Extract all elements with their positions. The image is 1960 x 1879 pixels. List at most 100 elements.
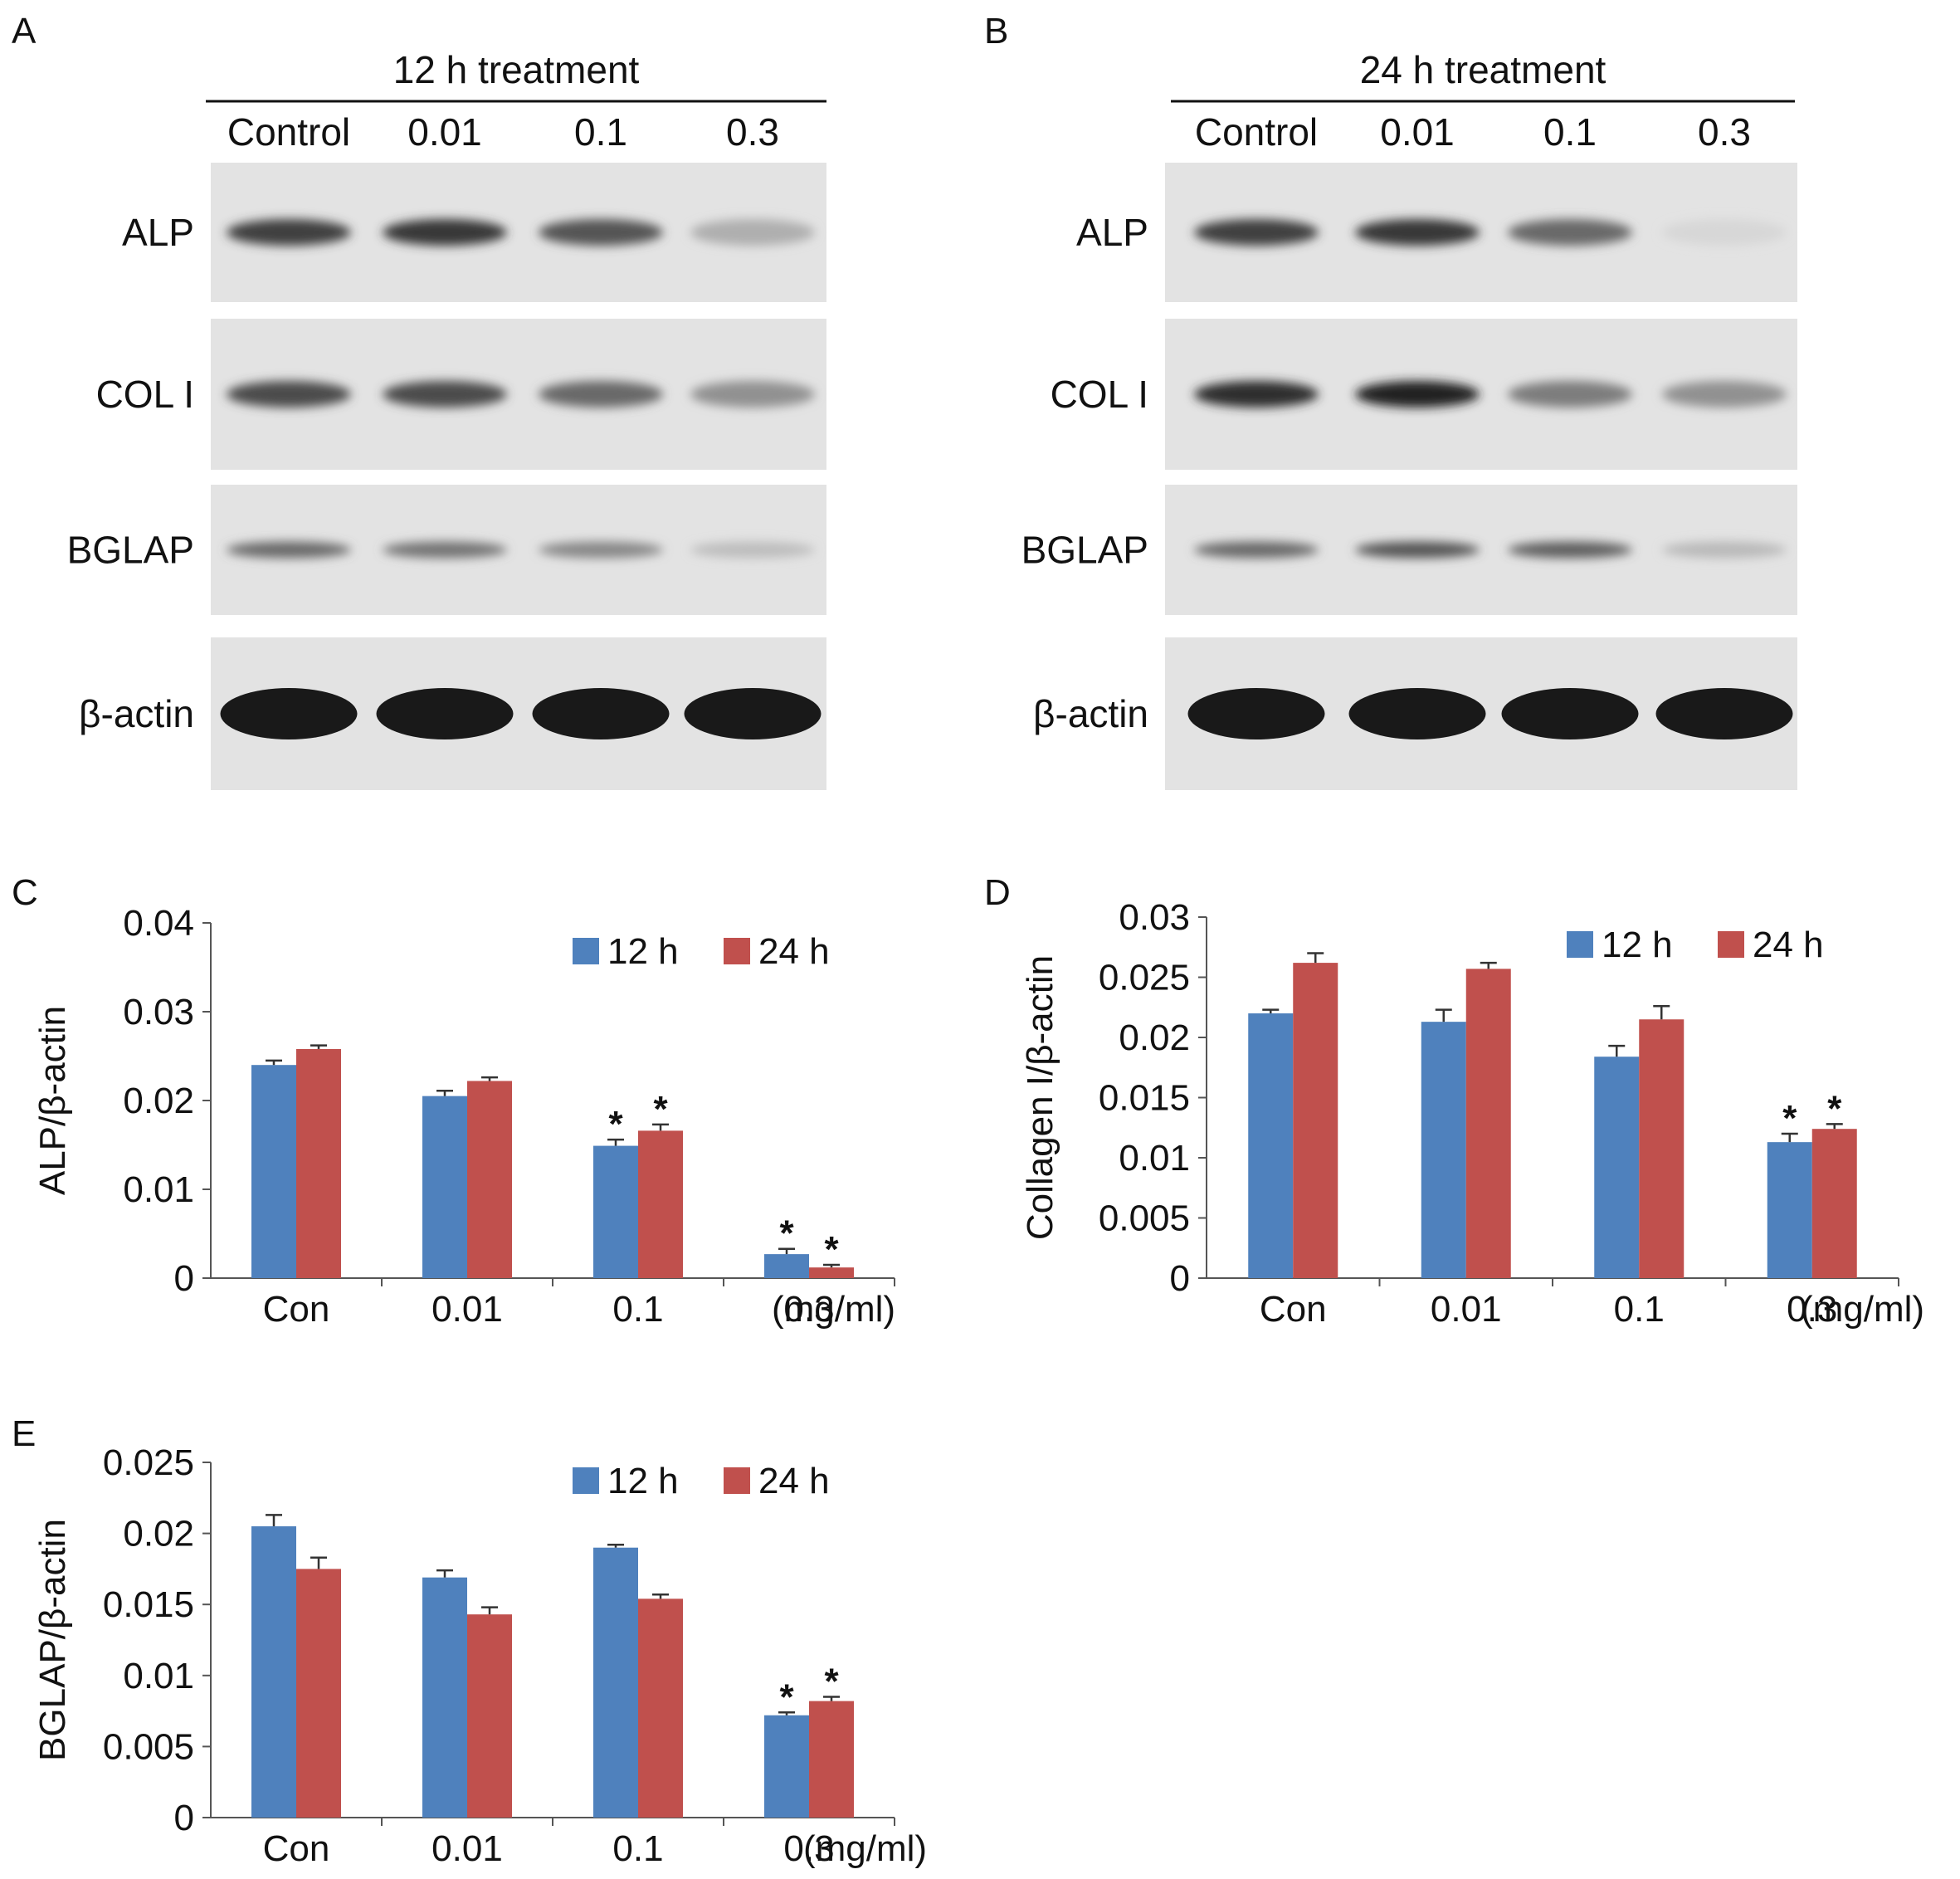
y-tick-label: 0.015 — [103, 1584, 194, 1625]
protein-label: β-actin — [79, 692, 194, 735]
blot-band — [1355, 381, 1480, 408]
y-tick-label: 0.02 — [1119, 1018, 1190, 1058]
blot-panel-a: A 12 h treatment Control 0.01 0.1 0.3 ALP COL I… — [12, 11, 826, 790]
significance-marker: * — [1782, 1098, 1797, 1139]
x-tick-label: 0.3 — [783, 1828, 834, 1869]
y-tick-label: 0.015 — [1099, 1078, 1190, 1119]
y-tick-label: 0.01 — [123, 1656, 194, 1696]
bar — [422, 1096, 467, 1278]
bar-chart-d: D 0 0.005 0.01 0.015 0.02 0.025 0.03 Collagen I/… — [984, 872, 1924, 1330]
bar — [1594, 1057, 1640, 1278]
blot-band — [1662, 381, 1787, 408]
bar — [296, 1569, 341, 1818]
legend-swatch — [1567, 931, 1593, 958]
bar — [593, 1145, 638, 1278]
bar — [638, 1130, 683, 1278]
x-unit-label: (mg/ml) — [803, 1828, 927, 1869]
significance-marker: * — [1827, 1088, 1842, 1129]
blot-band — [227, 381, 351, 408]
bar — [1811, 1129, 1857, 1278]
legend-label: 24 h — [758, 1461, 830, 1501]
bar — [1248, 1013, 1294, 1278]
bar — [467, 1081, 512, 1278]
panel-letter: B — [984, 11, 1008, 51]
blot-band — [220, 688, 358, 739]
y-tick-label: 0.03 — [1119, 897, 1190, 938]
blot-header: 12 h treatment — [393, 48, 640, 91]
y-tick-label: 0 — [1170, 1258, 1190, 1299]
blot-row-1: COL I — [1051, 319, 1797, 470]
significance-marker: * — [824, 1661, 839, 1701]
legend: 12 h 24 h — [573, 931, 830, 972]
y-tick-label: 0.03 — [123, 992, 194, 1032]
lane-label: Control — [1195, 110, 1318, 154]
panel-letter: E — [12, 1413, 36, 1454]
x-tick-label: 0.1 — [1614, 1289, 1665, 1330]
bar — [467, 1614, 512, 1818]
protein-label: ALP — [122, 211, 194, 254]
significance-marker: * — [779, 1676, 794, 1717]
blot-row-0: ALP — [1076, 163, 1797, 302]
legend-label: 12 h — [607, 1461, 679, 1501]
blot-row-3: β-actin — [79, 637, 826, 790]
blot-band — [1355, 541, 1480, 559]
x-unit-label: (mg/ml) — [772, 1289, 895, 1330]
blot-band — [383, 381, 507, 408]
lane-label: Control — [227, 110, 350, 154]
y-axis-label: BGLAP/β-actin — [32, 1519, 73, 1761]
protein-label: BGLAP — [1021, 529, 1148, 572]
bar — [809, 1267, 854, 1278]
x-tick-label: 0.1 — [612, 1828, 663, 1869]
blot-band — [1508, 381, 1632, 408]
blot-band — [1508, 541, 1632, 559]
blot-band — [690, 219, 815, 246]
legend-swatch — [1718, 931, 1744, 958]
legend-swatch — [724, 938, 750, 964]
blot-band — [690, 541, 815, 559]
y-tick-label: 0.005 — [1099, 1198, 1190, 1239]
x-tick-label: 0.01 — [431, 1828, 503, 1869]
bar — [638, 1598, 683, 1818]
protein-label: ALP — [1076, 211, 1148, 254]
blot-band — [1662, 219, 1787, 246]
blot-band — [539, 541, 663, 559]
blot-band — [227, 541, 351, 559]
protein-label: COL I — [96, 373, 194, 416]
blot-band — [1662, 541, 1787, 559]
bar — [764, 1254, 809, 1278]
legend-label: 12 h — [607, 931, 679, 972]
blot-band — [1194, 219, 1319, 246]
blot-band — [539, 219, 663, 246]
bar — [422, 1577, 467, 1818]
bar — [1465, 969, 1511, 1278]
blot-band — [1187, 688, 1325, 739]
protein-label: BGLAP — [67, 529, 194, 572]
bar — [1421, 1022, 1466, 1278]
blot-panel-b: B 24 h treatment Control 0.01 0.1 0.3 ALP COL I… — [984, 11, 1797, 790]
y-tick-label: 0.04 — [123, 903, 194, 944]
protein-label: β-actin — [1033, 692, 1148, 735]
y-axis-label: ALP/β-actin — [32, 1006, 73, 1195]
x-tick-label: 0.3 — [783, 1289, 834, 1330]
x-unit-label: (mg/ml) — [1801, 1289, 1924, 1330]
legend: 12 h 24 h — [573, 1461, 830, 1501]
y-tick-label: 0.02 — [123, 1514, 194, 1554]
panel-letter: C — [12, 872, 38, 913]
blot-band — [1355, 219, 1480, 246]
y-tick-label: 0.025 — [1099, 958, 1190, 998]
bar — [764, 1715, 809, 1818]
bar — [1293, 963, 1338, 1278]
blot-band — [1508, 219, 1632, 246]
blot-band — [539, 381, 663, 408]
y-tick-label: 0 — [174, 1798, 194, 1838]
blot-band — [532, 688, 670, 739]
x-tick-label: 0.1 — [612, 1289, 663, 1330]
bar — [251, 1526, 296, 1818]
blot-band — [1348, 688, 1486, 739]
bar-chart-c: C 0 0.01 0.02 0.03 0.04 ALP/β-actin Con 0.01 0.1 *… — [12, 872, 895, 1330]
blot-band — [1501, 688, 1639, 739]
y-tick-label: 0.005 — [103, 1726, 194, 1767]
blot-band — [690, 381, 815, 408]
y-axis-label: Collagen I/β-actin — [1020, 955, 1060, 1240]
blot-header: 24 h treatment — [1360, 48, 1607, 91]
